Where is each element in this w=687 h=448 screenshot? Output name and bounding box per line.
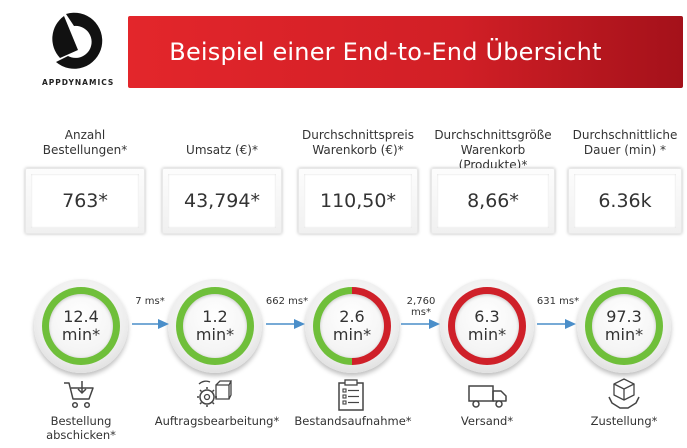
cart-icon	[64, 381, 94, 409]
kpi-label-line2: Dauer (min) *	[583, 143, 667, 157]
status-ring-green: 1.2 min*	[176, 287, 254, 365]
step-value: 2.6	[339, 307, 365, 326]
connector-label: 7 ms*	[135, 296, 165, 307]
step-circle-shipping[interactable]: 6.3 min*	[440, 279, 534, 373]
step-value: 1.2	[202, 307, 228, 326]
arrow-right-icon	[266, 319, 305, 329]
kpi-value: 8,66*	[437, 174, 549, 228]
kpi-value: 6.36k	[574, 174, 676, 228]
kpi-value-box: 6.36k	[568, 168, 682, 234]
kpi-label-line2: Warenkorb (€)*	[312, 143, 404, 157]
step-unit: min*	[195, 325, 235, 344]
kpi-value: 763*	[31, 174, 139, 228]
arrow-right-icon	[132, 319, 169, 329]
kpi-label-line1: Durchschnittsgröße	[434, 128, 552, 142]
appdynamics-logo-mark	[52, 12, 103, 69]
connector-label: 631 ms*	[536, 296, 580, 307]
step-circle-inventory[interactable]: 2.6 min*	[305, 279, 399, 373]
status-ring-red: 6.3 min*	[448, 287, 526, 365]
title-banner: Beispiel einer End-to-End Übersicht	[128, 16, 683, 88]
truck-icon	[468, 385, 507, 408]
kpi-value-box: 763*	[25, 168, 145, 234]
step-label: Auftragsbearbeitung*	[154, 414, 280, 428]
kpi-label-line1: Durchschnittspreis	[301, 128, 415, 142]
status-ring-split: 2.6 min*	[313, 287, 391, 365]
kpi-label-line1: Anzahl	[64, 128, 106, 142]
kpi-label-line2: Bestellungen*	[42, 143, 128, 157]
kpi-label-line2: Umsatz (€)*	[186, 143, 258, 157]
page-title: Beispiel einer End-to-End Übersicht	[169, 38, 602, 66]
step-circle-processing[interactable]: 1.2 min*	[168, 279, 262, 373]
package-hand-icon	[608, 378, 640, 409]
step-circle-delivery[interactable]: 97.3 min*	[577, 279, 671, 373]
connector-label: 2,760 ms*	[406, 296, 436, 318]
appdynamics-logo: APPDYNAMICS	[42, 10, 115, 92]
step-value: 97.3	[606, 307, 642, 326]
arrow-right-icon	[537, 319, 576, 329]
step-value: 12.4	[63, 307, 99, 326]
kpi-value-box: 43,794*	[162, 168, 282, 234]
step-label: Zustellung*	[590, 414, 658, 428]
kpi-value: 110,50*	[304, 174, 412, 228]
step-unit: min*	[332, 325, 372, 344]
kpi-label-line1: Durchschnittliche	[572, 128, 678, 142]
arrow-right-icon	[401, 319, 440, 329]
kpi-value-box: 8,66*	[431, 168, 555, 234]
step-label: Bestandsaufnahme*	[294, 414, 412, 428]
kpi-value-box: 110,50*	[298, 168, 418, 234]
step-unit: min*	[467, 325, 507, 344]
gear-box-icon	[197, 380, 232, 407]
step-unit: min*	[61, 325, 101, 344]
clipboard-icon	[338, 379, 364, 411]
step-circle-order[interactable]: 12.4 min*	[34, 279, 128, 373]
status-ring-green: 12.4 min*	[42, 287, 120, 365]
step-label: Versand*	[460, 414, 514, 428]
connector-label: 662 ms*	[265, 296, 309, 307]
step-unit: min*	[604, 325, 644, 344]
step-label-line1: Bestellung	[50, 414, 112, 428]
kpi-value: 43,794*	[168, 174, 276, 228]
step-label-line2: abschicken*	[46, 428, 116, 442]
step-value: 6.3	[474, 307, 500, 326]
logo-text: APPDYNAMICS	[42, 78, 115, 87]
status-ring-green: 97.3 min*	[585, 287, 663, 365]
